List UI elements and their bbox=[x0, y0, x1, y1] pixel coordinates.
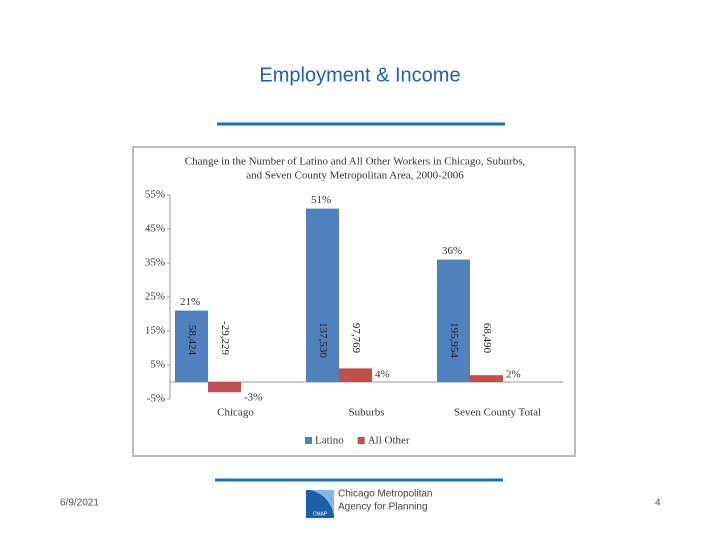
bar bbox=[470, 375, 503, 382]
value-label: 2% bbox=[506, 369, 521, 381]
bar bbox=[208, 382, 241, 393]
logo: CMAP Chicago Metropolitan Agency for Pla… bbox=[306, 489, 433, 518]
slide-title: Employment & Income bbox=[259, 64, 460, 86]
logo-text: Chicago Metropolitan bbox=[338, 489, 433, 500]
value-label: 21% bbox=[180, 296, 200, 308]
value-label: 51% bbox=[311, 194, 331, 206]
y-tick-label: 15% bbox=[145, 325, 165, 337]
value-label: 36% bbox=[442, 245, 462, 257]
count-label: 97,769 bbox=[350, 323, 362, 354]
y-tick-label: 45% bbox=[145, 223, 165, 235]
bar bbox=[339, 368, 372, 382]
x-tick-label: Suburbs bbox=[348, 407, 384, 419]
chart-title: and Seven County Metropolitan Area, 2000… bbox=[246, 170, 464, 182]
count-label: 137,530 bbox=[317, 322, 329, 358]
y-tick-label: 5% bbox=[150, 359, 165, 371]
legend-swatch bbox=[305, 437, 312, 444]
logo-mark: CMAP bbox=[313, 511, 328, 517]
legend-swatch bbox=[357, 437, 365, 444]
count-label: 58,424 bbox=[186, 325, 198, 356]
y-tick-label: 35% bbox=[145, 257, 165, 269]
y-tick-label: -5% bbox=[147, 393, 165, 405]
x-tick-label: Seven County Total bbox=[454, 407, 541, 419]
legend-label: Latino bbox=[315, 435, 344, 447]
bar bbox=[306, 208, 339, 382]
count-label: 68,490 bbox=[481, 323, 493, 354]
count-label: -29,229 bbox=[219, 321, 231, 355]
logo-icon bbox=[310, 490, 334, 516]
page-number: 4 bbox=[655, 498, 661, 509]
bar bbox=[437, 259, 470, 382]
slide-date: 6/9/2021 bbox=[60, 498, 99, 509]
y-tick-label: 25% bbox=[145, 291, 165, 303]
y-tick-label: 55% bbox=[145, 189, 165, 201]
chart-title: Change in the Number of Latino and All O… bbox=[185, 156, 526, 168]
value-label: -3% bbox=[244, 392, 262, 404]
x-tick-label: Chicago bbox=[217, 407, 254, 419]
count-label: 195,954 bbox=[448, 322, 460, 358]
legend-label: All Other bbox=[368, 435, 410, 447]
bar bbox=[175, 310, 208, 382]
logo-text: Agency for Planning bbox=[338, 502, 428, 513]
chart-frame bbox=[132, 146, 576, 457]
value-label: 4% bbox=[375, 369, 390, 381]
